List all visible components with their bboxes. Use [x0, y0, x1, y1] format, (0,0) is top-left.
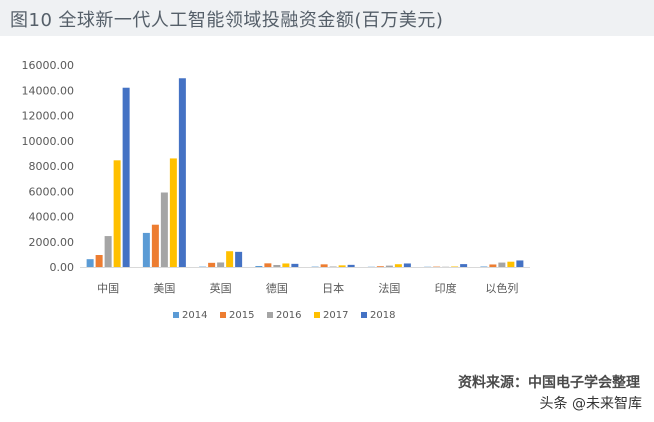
- bar-group: [142, 78, 186, 267]
- bar-2017: [113, 160, 121, 267]
- bar-2018: [516, 260, 524, 267]
- bar-2016: [498, 262, 506, 267]
- bar-2015: [95, 255, 103, 267]
- legend-label: 2018: [370, 310, 395, 321]
- bar-2018: [460, 264, 468, 267]
- bar-2017: [507, 261, 515, 267]
- bar-2014: [199, 266, 207, 268]
- x-tick-label: 印度: [435, 281, 457, 295]
- bar-2018: [403, 263, 411, 267]
- x-tick-label: 德国: [266, 281, 288, 295]
- y-tick-label: 8000.00: [29, 160, 75, 173]
- x-tick-label: 英国: [210, 281, 232, 295]
- legend-label: 2014: [182, 310, 207, 321]
- bar-2017: [226, 251, 234, 267]
- bar-2018: [178, 78, 186, 267]
- bar-2018: [122, 87, 130, 267]
- bar-2016: [104, 236, 112, 267]
- legend-swatch: [220, 312, 226, 318]
- bar-group: [424, 264, 468, 268]
- y-tick-label: 4000.00: [29, 211, 75, 224]
- legend-label: 2017: [323, 310, 348, 321]
- bar-2014: [367, 266, 375, 268]
- legend-item: 2014: [173, 310, 207, 321]
- bar-group: [311, 264, 355, 268]
- legend-item: 2015: [220, 310, 254, 321]
- bar-2017: [451, 266, 459, 267]
- bar-chart: 0.00 2000.00 4000.00 6000.00 8000.00 10000.00…: [22, 59, 530, 321]
- x-tick-label: 以色列: [485, 281, 518, 295]
- bar-2015: [264, 263, 272, 267]
- bar-groups: [86, 78, 524, 268]
- figure-title: 图10 全球新一代人工智能领域投融资金额(百万美元): [10, 6, 443, 32]
- bar-2014: [86, 259, 94, 267]
- bar-2017: [169, 158, 177, 267]
- legend-item: 2018: [361, 310, 395, 321]
- x-tick-label: 美国: [153, 282, 175, 295]
- bar-2017: [338, 265, 346, 267]
- bar-group: [199, 251, 243, 268]
- y-tick-label: 2000.00: [29, 236, 75, 249]
- figure-number: 图10: [10, 10, 53, 31]
- bar-2016: [160, 192, 168, 267]
- legend-swatch: [314, 312, 320, 318]
- legend-item: 2016: [267, 310, 301, 321]
- bar-2015: [489, 264, 497, 267]
- legend-swatch: [267, 312, 273, 318]
- x-tick-label: 中国: [97, 282, 119, 295]
- bar-2015: [376, 266, 384, 267]
- source-note: 资料来源：中国电子学会整理: [458, 375, 640, 391]
- title-band: [0, 0, 654, 36]
- bar-group: [480, 260, 524, 267]
- bar-2015: [208, 262, 216, 267]
- bar-2016: [329, 266, 337, 267]
- chart-legend: 2014 2015 2016 2017 2018: [173, 310, 395, 321]
- y-tick-label: 10000.00: [22, 135, 75, 148]
- bar-2014: [311, 266, 319, 268]
- bar-2016: [442, 266, 450, 268]
- legend-swatch: [361, 312, 367, 318]
- y-tick-label: 14000.00: [22, 84, 75, 97]
- bar-2014: [142, 232, 150, 267]
- legend-label: 2015: [229, 310, 254, 321]
- bar-group: [367, 263, 411, 268]
- bar-2014: [255, 265, 263, 267]
- y-tick-label: 12000.00: [22, 110, 75, 123]
- watermark: 头条 @未来智库: [539, 396, 642, 412]
- bar-2014: [480, 266, 488, 267]
- bar-2016: [385, 265, 393, 267]
- bar-group: [255, 263, 299, 267]
- y-tick-label: 0.00: [50, 261, 75, 274]
- legend-label: 2016: [276, 310, 301, 321]
- bar-2014: [424, 266, 432, 268]
- y-tick-label: 6000.00: [29, 185, 75, 198]
- bar-2016: [273, 264, 281, 267]
- bar-2015: [320, 264, 328, 267]
- x-tick-label: 日本: [322, 281, 344, 295]
- legend-item: 2017: [314, 310, 348, 321]
- bar-2017: [282, 263, 290, 267]
- bar-2016: [217, 262, 225, 267]
- y-tick-label: 16000.00: [22, 59, 75, 72]
- bar-2018: [235, 251, 243, 267]
- x-tick-label: 法国: [378, 281, 400, 295]
- x-axis: 中国 美国 英国 德国 日本 法国 印度 以色列: [80, 267, 530, 295]
- bar-2018: [347, 264, 355, 267]
- bar-2017: [394, 264, 402, 267]
- bar-2018: [291, 263, 299, 267]
- bar-2015: [433, 266, 441, 268]
- y-axis: 0.00 2000.00 4000.00 6000.00 8000.00 10000.00…: [22, 59, 75, 274]
- bar-2015: [151, 224, 159, 267]
- figure-title-text: 全球新一代人工智能领域投融资金额(百万美元): [58, 10, 444, 31]
- legend-swatch: [173, 312, 179, 318]
- bar-group: [86, 87, 130, 267]
